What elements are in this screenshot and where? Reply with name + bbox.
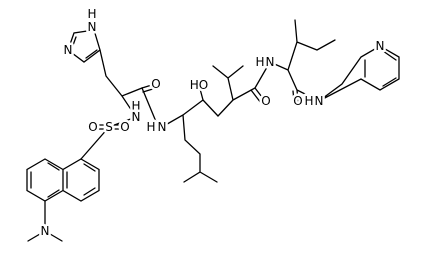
atom-label: N (132, 110, 141, 124)
atom-label: N (88, 20, 97, 34)
bond (27, 200, 63, 242)
bond (80, 116, 137, 160)
bond (269, 19, 336, 102)
atom-label: O (88, 120, 97, 134)
atom-label: HO (190, 78, 208, 92)
atom-label: O (261, 94, 270, 108)
bond (141, 83, 157, 93)
atom-label: H (131, 99, 140, 113)
bond (161, 84, 218, 183)
bond (99, 49, 158, 125)
atom-label: O (151, 77, 160, 91)
atom-label: N (158, 120, 167, 134)
atom-label: H (255, 55, 264, 69)
bond (67, 29, 101, 63)
atom-label: S (105, 120, 113, 134)
atom-label: H (87, 7, 96, 21)
bond (202, 61, 271, 117)
atom-label: H (146, 120, 155, 134)
atom-label: H (304, 94, 313, 108)
atom-label: N (41, 224, 50, 238)
bond (318, 45, 400, 102)
bond (26, 158, 100, 202)
atom-label: N (315, 94, 324, 108)
atom-label: O (293, 94, 302, 108)
atom-label: N (266, 55, 275, 69)
atom-label: N (376, 39, 385, 53)
atom-label: O (120, 120, 129, 134)
bonds (26, 19, 400, 242)
atom-label: N (64, 43, 73, 57)
